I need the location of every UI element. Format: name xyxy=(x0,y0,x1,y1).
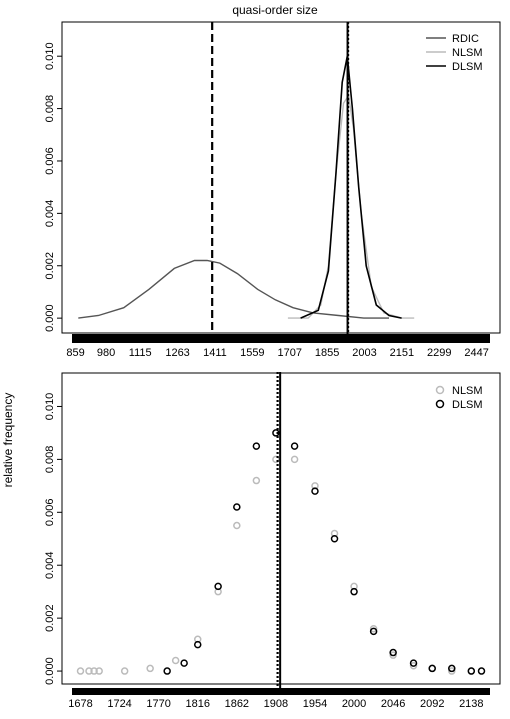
data-point-dlsm xyxy=(428,664,436,673)
data-point-dlsm xyxy=(409,659,418,667)
data-point-nlsm xyxy=(369,624,378,633)
data-point-nlsm xyxy=(272,455,280,464)
data-point-dlsm xyxy=(290,442,299,450)
x-tick-label: 1115 xyxy=(129,347,152,359)
y-tick-label: 0.008 xyxy=(44,95,56,123)
legend-label-nlsm: NLSM xyxy=(452,47,483,59)
plot-frame xyxy=(61,21,501,334)
x-tick-label: 1862 xyxy=(225,698,249,710)
data-point-nlsm xyxy=(85,667,93,675)
chart-panel-2: 1678 1724 1770 1816 1862 1908 1954 2000 2046 2092… xyxy=(44,372,501,710)
y-tick-label: 0.002 xyxy=(44,252,56,280)
x-tick-label: 1707 xyxy=(277,347,301,359)
legend-label-nlsm: NLSM xyxy=(452,385,483,397)
x-tick-label: 2046 xyxy=(381,698,405,710)
data-point-nlsm xyxy=(120,667,129,675)
x-tick-label: 1816 xyxy=(185,698,209,710)
data-point-dlsm xyxy=(350,587,358,596)
data-point-dlsm xyxy=(163,667,171,675)
data-point-nlsm xyxy=(389,651,397,659)
data-point-dlsm xyxy=(448,664,456,673)
x-tick-label: 1855 xyxy=(315,347,339,359)
y-tick-label: 0.008 xyxy=(44,446,56,474)
x-tick-label: 1263 xyxy=(165,347,189,359)
y-tick-label: 0.006 xyxy=(44,499,56,527)
data-point-dlsm xyxy=(193,640,202,649)
data-point-dlsm xyxy=(467,667,476,675)
data-point-dlsm xyxy=(477,667,486,675)
x-tick-label: 2003 xyxy=(352,347,376,359)
x-tick-label: 1954 xyxy=(303,698,327,710)
x-axis-rug xyxy=(72,688,490,695)
x-tick-label: 2151 xyxy=(390,347,414,359)
y-axis-label: relative frequency xyxy=(1,393,15,488)
data-point-dlsm xyxy=(233,503,241,511)
data-point-nlsm xyxy=(95,667,103,675)
data-point-nlsm xyxy=(409,662,418,670)
data-point-nlsm xyxy=(146,664,154,673)
y-tick-label: 0.004 xyxy=(44,200,56,228)
legend-label-rdic: RDIC xyxy=(452,33,479,45)
x-axis-rug xyxy=(72,334,490,343)
y-tick-label: 0.000 xyxy=(44,657,56,685)
data-point-nlsm xyxy=(76,667,85,675)
data-point-nlsm xyxy=(171,656,180,665)
legend-swatch-nlsm xyxy=(435,385,445,395)
data-point-dlsm xyxy=(272,429,280,437)
x-tick-label: 1559 xyxy=(240,347,264,359)
chart-panel-1: 859 980 1115 1263 1411 1559 1707 1855 2003 2151 22… xyxy=(44,21,501,359)
y-tick-label: 0.006 xyxy=(44,147,56,175)
data-point-dlsm xyxy=(180,659,188,667)
data-point-dlsm xyxy=(389,648,397,657)
x-tick-label: 2138 xyxy=(459,698,483,710)
series-line-rdic xyxy=(78,259,389,319)
legend-label-dlsm: DLSM xyxy=(452,61,483,73)
data-point-dlsm xyxy=(214,582,222,591)
x-tick-label: 859 xyxy=(66,347,84,359)
data-point-dlsm xyxy=(369,627,378,636)
x-tick-label: 2299 xyxy=(427,347,451,359)
series-line-dlsm xyxy=(300,56,402,319)
data-point-dlsm xyxy=(252,442,261,450)
x-tick-label: 1678 xyxy=(68,698,92,710)
y-tick-label: 0.010 xyxy=(44,42,56,70)
data-point-nlsm xyxy=(252,476,261,485)
data-point-nlsm xyxy=(290,455,299,464)
legend-label-dlsm: DLSM xyxy=(452,399,483,411)
y-tick-label: 0.000 xyxy=(44,304,56,332)
x-tick-label: 2000 xyxy=(342,698,366,710)
x-tick-label: 1411 xyxy=(203,347,227,359)
y-tick-label: 0.010 xyxy=(44,393,56,421)
x-tick-label: 1724 xyxy=(107,698,131,710)
x-tick-label: 2447 xyxy=(464,347,488,359)
data-point-dlsm xyxy=(311,487,319,495)
y-tick-label: 0.004 xyxy=(44,551,56,579)
x-tick-label: 1908 xyxy=(264,698,288,710)
data-point-nlsm xyxy=(448,667,456,675)
y-tick-label: 0.002 xyxy=(44,604,56,632)
data-point-nlsm xyxy=(90,667,98,675)
data-point-nlsm xyxy=(233,521,241,530)
legend-swatch-dlsm xyxy=(435,399,445,409)
chart-title: quasi-order size xyxy=(232,3,318,17)
x-tick-label: 2092 xyxy=(420,698,444,710)
x-tick-label: 980 xyxy=(97,347,115,359)
series-line-nlsm xyxy=(287,93,415,319)
x-tick-label: 1770 xyxy=(146,698,170,710)
data-point-dlsm xyxy=(330,535,339,543)
